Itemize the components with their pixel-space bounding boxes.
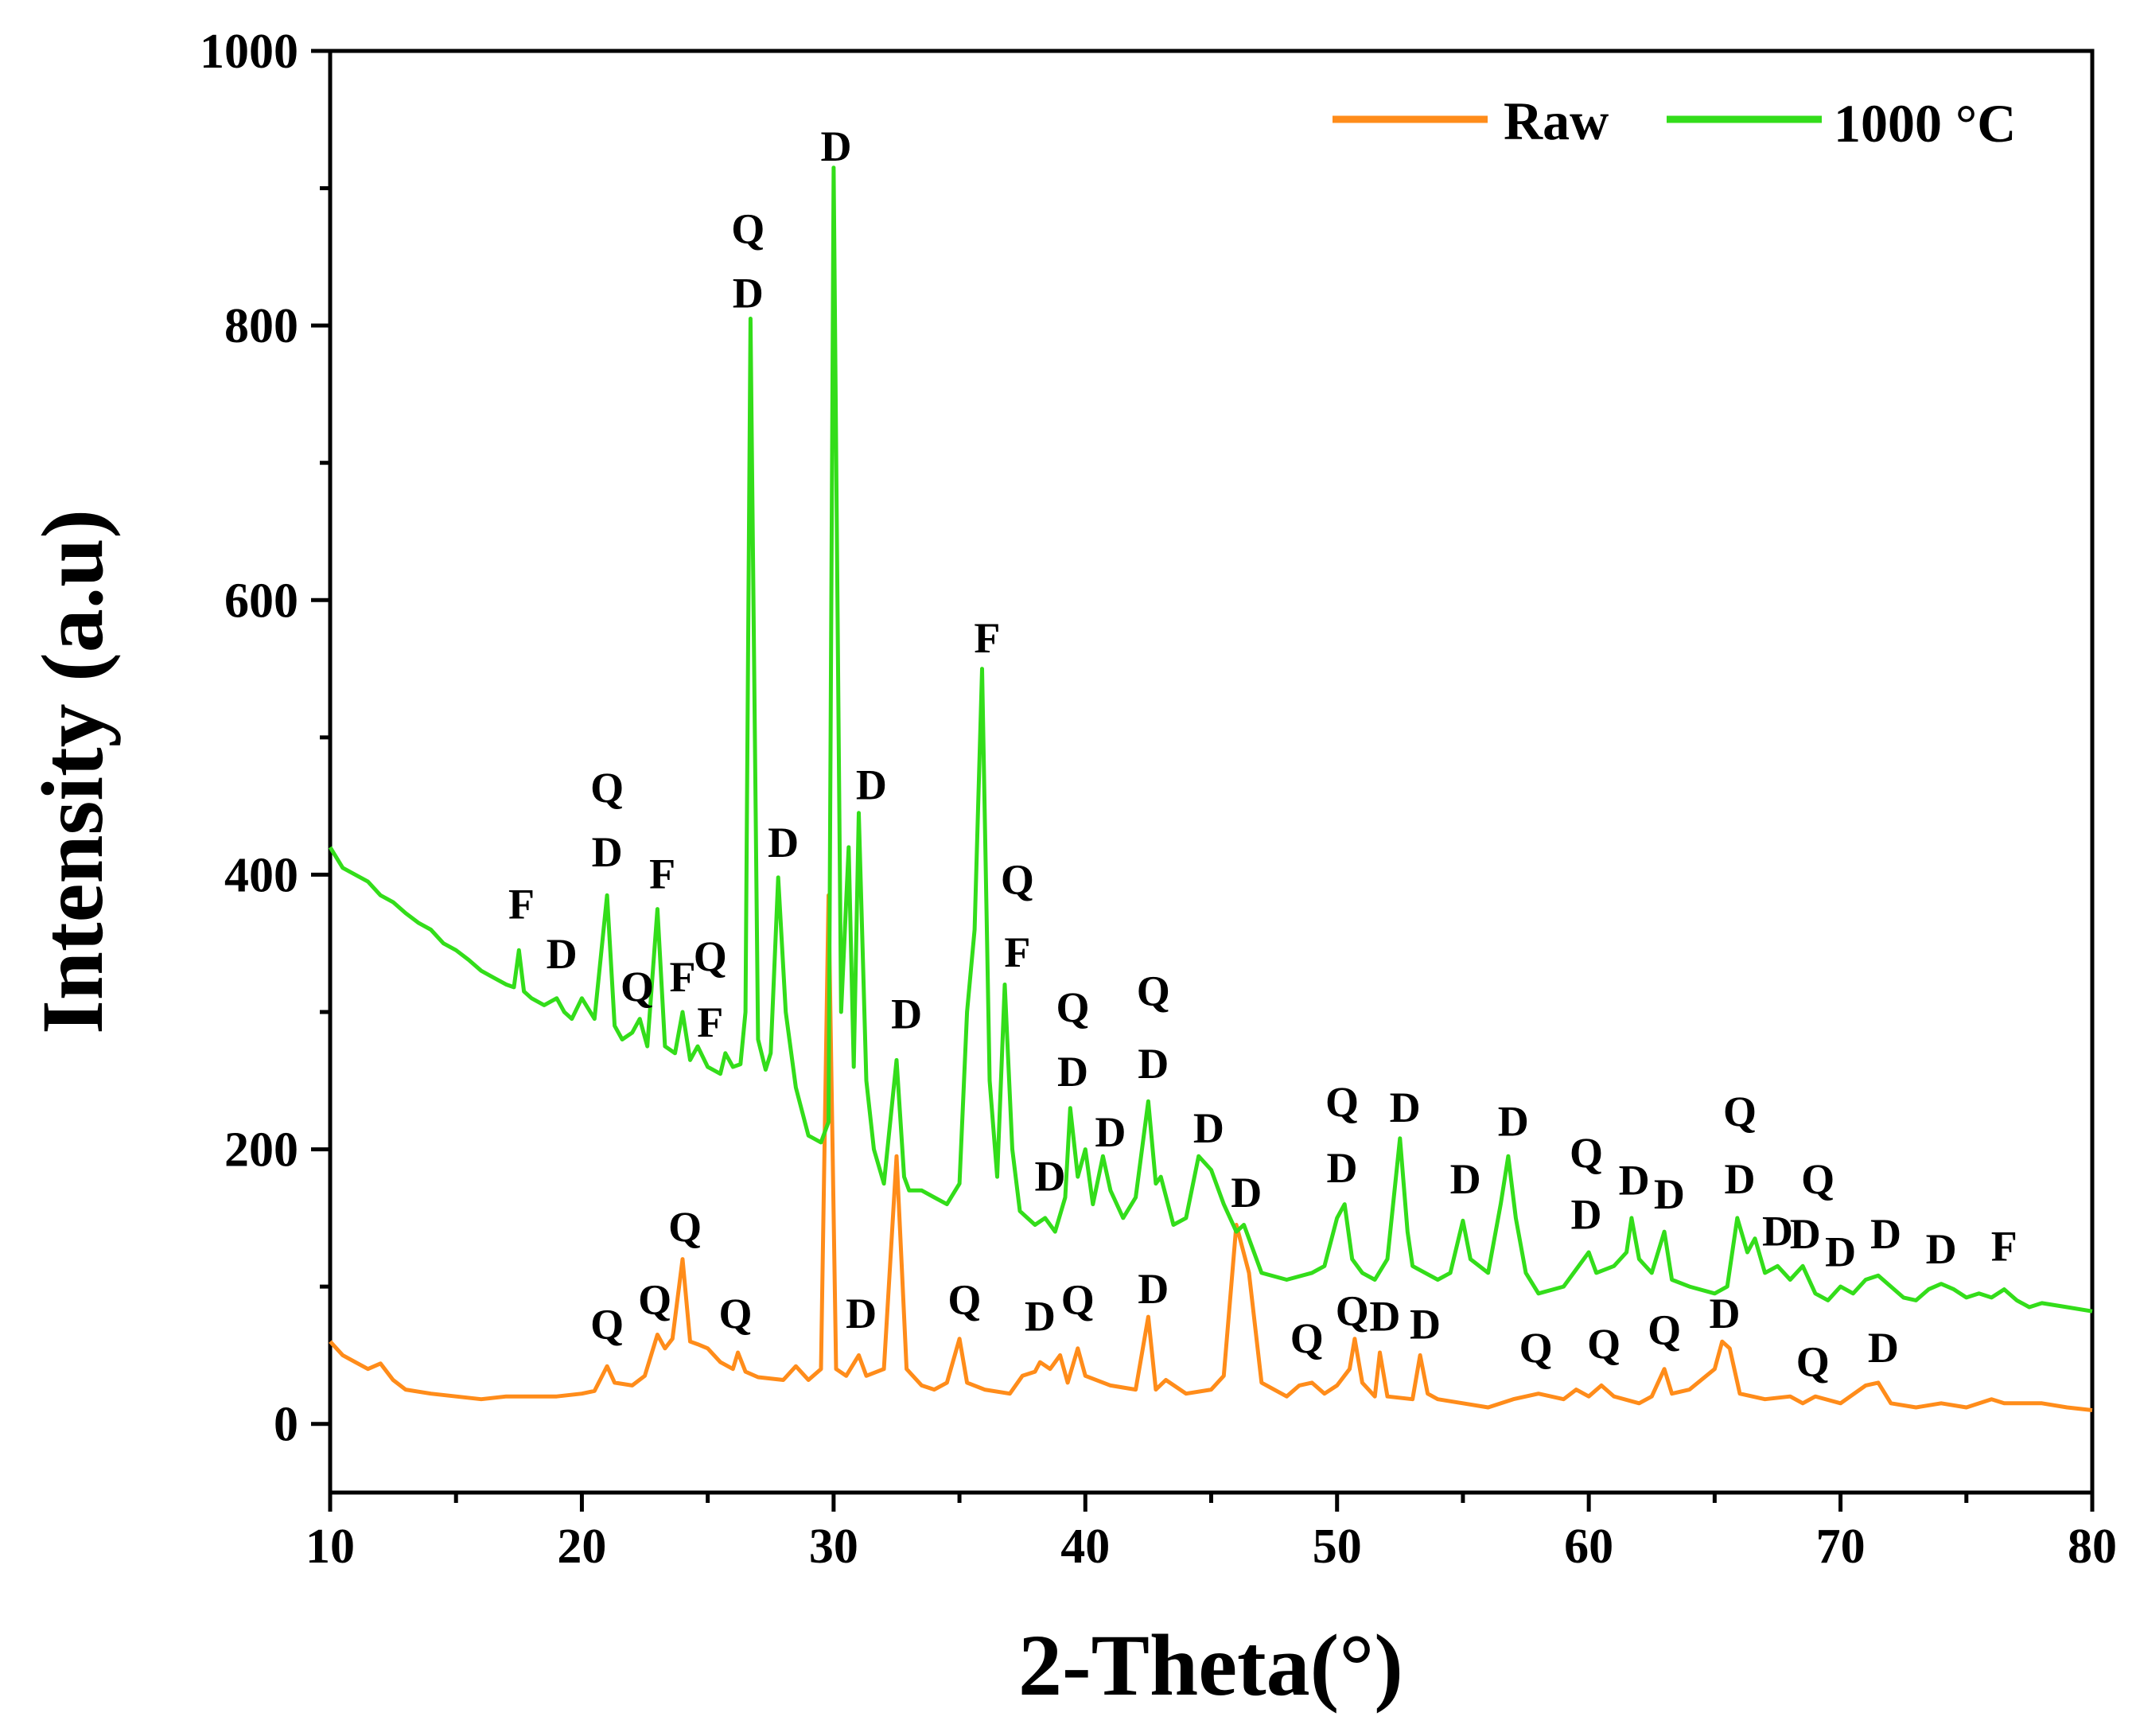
y-tick-label: 0	[274, 1398, 298, 1452]
x-tick-label: 50	[1313, 1520, 1362, 1574]
peak-label: D	[768, 819, 799, 866]
peak-label: Q	[1587, 1320, 1620, 1368]
peak-label: F	[1004, 928, 1030, 976]
peak-label: D	[1138, 1265, 1169, 1313]
peak-label: D	[846, 1290, 877, 1337]
peak-label: F	[670, 953, 696, 1001]
peak-label: Q	[947, 1276, 981, 1324]
y-tick-label: 400	[224, 848, 298, 902]
peak-label: F	[974, 614, 1000, 662]
x-tick-label: 20	[557, 1520, 606, 1574]
y-tick-label: 1000	[200, 25, 298, 79]
peak-label: D	[1450, 1155, 1481, 1203]
peak-label: D	[1327, 1144, 1358, 1192]
peak-label: D	[592, 828, 623, 876]
peak-label: Q	[1648, 1306, 1681, 1354]
peak-label: Q	[1519, 1324, 1553, 1372]
peak-label: D	[1025, 1292, 1056, 1340]
y-axis: 0 200 400 600 800 1000	[200, 25, 330, 1452]
x-axis: 10 20 30 40 50 60 70 80	[305, 1493, 2117, 1574]
legend-label-raw: Raw	[1504, 91, 1609, 151]
peak-label: Q	[1001, 856, 1034, 904]
x-axis-title: 2-Theta(°)	[1018, 1617, 1403, 1714]
peak-label: D	[1369, 1292, 1400, 1340]
peak-label: D	[1095, 1108, 1126, 1156]
peak-label: Q	[1796, 1337, 1830, 1385]
peak-label: D	[1790, 1210, 1821, 1258]
x-tick-label: 80	[2068, 1520, 2117, 1574]
peak-label: Q	[1570, 1129, 1603, 1177]
peak-label: D	[547, 930, 578, 978]
peak-label: D	[1057, 1048, 1088, 1096]
peak-label: Q	[718, 1290, 752, 1337]
peak-label: D	[1410, 1301, 1441, 1349]
peak-label: Q	[1723, 1088, 1757, 1135]
peak-label: D	[1619, 1157, 1650, 1205]
peak-label: D	[1762, 1207, 1793, 1255]
x-tick-label: 30	[809, 1520, 858, 1574]
peak-label: Q	[731, 205, 765, 253]
y-tick-label: 800	[224, 299, 298, 353]
series-line-raw	[329, 893, 2093, 1412]
x-tick-label: 60	[1564, 1520, 1613, 1574]
peak-label: D	[1138, 1040, 1169, 1088]
peak-label: F	[649, 850, 675, 898]
peak-label: D	[1654, 1170, 1685, 1218]
peak-label: Q	[1056, 983, 1089, 1031]
x-tick-label: 70	[1816, 1520, 1866, 1574]
peak-label: Q	[1336, 1286, 1369, 1334]
peak-label: D	[733, 270, 764, 317]
peak-label: Q	[1801, 1155, 1834, 1203]
peak-label: Q	[638, 1276, 671, 1324]
peak-label: D	[856, 761, 887, 809]
peak-label: D	[1868, 1324, 1899, 1372]
legend-label-1000c: 1000 °C	[1834, 93, 2016, 154]
x-tick-label: 40	[1060, 1520, 1110, 1574]
peak-label: D	[1825, 1228, 1856, 1275]
peak-label: D	[1390, 1084, 1421, 1131]
peak-label: D	[1710, 1290, 1741, 1337]
peak-label: Q	[621, 963, 654, 1010]
series-layer	[328, 165, 2093, 1412]
peak-label: D	[1926, 1225, 1957, 1273]
peak-label: Q	[1061, 1276, 1095, 1324]
y-tick-label: 200	[224, 1123, 298, 1177]
series-line-1000c	[328, 165, 2093, 1314]
x-tick-label: 10	[305, 1520, 355, 1574]
peak-label: D	[1725, 1155, 1756, 1203]
y-tick-label: 600	[224, 574, 298, 628]
peak-label: D	[821, 123, 852, 170]
peak-label: F	[697, 998, 723, 1046]
y-axis-title: Intensity (a.u)	[24, 509, 121, 1034]
peak-label: Q	[668, 1203, 702, 1251]
peak-label: Q	[1137, 967, 1170, 1014]
peak-label: D	[1231, 1169, 1262, 1216]
peak-label: F	[508, 881, 535, 928]
peak-label: Q	[694, 932, 727, 980]
peak-label: D	[1498, 1097, 1529, 1145]
peak-label: Q	[1325, 1078, 1359, 1126]
peak-label: D	[891, 991, 922, 1038]
peak-label: D	[1570, 1191, 1601, 1239]
peak-label: F	[1991, 1222, 2017, 1270]
peak-label: Q	[1290, 1314, 1324, 1362]
peak-label: D	[1870, 1210, 1901, 1258]
legend: Raw 1000 °C	[1333, 91, 2016, 154]
peak-label: D	[1193, 1104, 1224, 1152]
peak-label: Q	[590, 764, 624, 812]
peak-label: D	[1034, 1152, 1065, 1200]
peak-label: Q	[590, 1301, 624, 1349]
